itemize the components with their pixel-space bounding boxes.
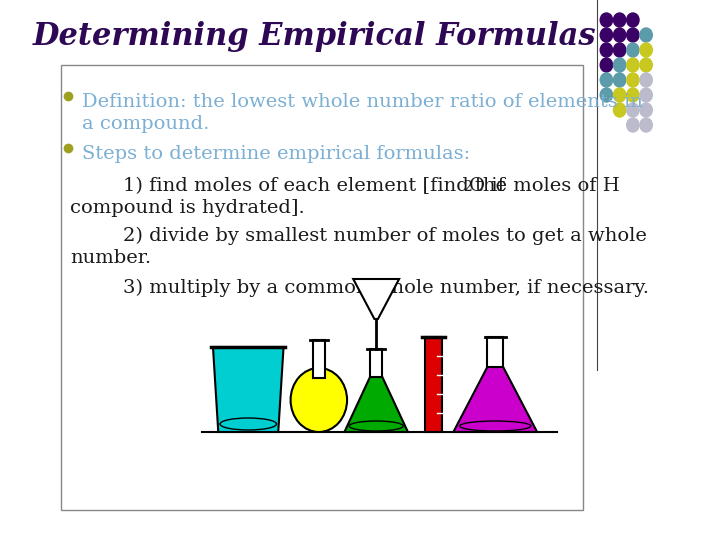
Text: Determining Empirical Formulas: Determining Empirical Formulas	[32, 22, 596, 52]
Circle shape	[600, 43, 613, 57]
Text: number.: number.	[70, 249, 151, 267]
Circle shape	[640, 43, 652, 57]
Circle shape	[291, 368, 347, 432]
Circle shape	[613, 13, 626, 27]
Text: 2) divide by smallest number of moles to get a whole: 2) divide by smallest number of moles to…	[99, 227, 647, 245]
Circle shape	[626, 118, 639, 132]
Text: Steps to determine empirical formulas:: Steps to determine empirical formulas:	[82, 145, 471, 163]
Text: 1) find moles of each element [find the moles of H: 1) find moles of each element [find the …	[99, 177, 620, 195]
Circle shape	[626, 28, 639, 42]
Text: Definition: the lowest whole number ratio of elements in: Definition: the lowest whole number rati…	[82, 93, 643, 111]
Circle shape	[613, 88, 626, 102]
Circle shape	[640, 118, 652, 132]
Text: 3) multiply by a common whole number, if necessary.: 3) multiply by a common whole number, if…	[99, 279, 649, 297]
Text: compound is hydrated].: compound is hydrated].	[70, 199, 305, 217]
Circle shape	[613, 58, 626, 72]
Circle shape	[640, 88, 652, 102]
Circle shape	[613, 28, 626, 42]
Circle shape	[600, 73, 613, 87]
Text: O if: O if	[469, 177, 505, 195]
Bar	[425, 337, 442, 432]
Polygon shape	[344, 377, 408, 432]
Text: 2: 2	[463, 180, 472, 194]
Circle shape	[640, 73, 652, 87]
Circle shape	[626, 43, 639, 57]
Circle shape	[626, 88, 639, 102]
Polygon shape	[354, 279, 399, 319]
Circle shape	[600, 88, 613, 102]
Polygon shape	[213, 347, 284, 432]
Circle shape	[626, 58, 639, 72]
FancyBboxPatch shape	[61, 65, 583, 510]
Circle shape	[626, 13, 639, 27]
Circle shape	[613, 43, 626, 57]
Circle shape	[626, 103, 639, 117]
Bar	[370, 349, 382, 377]
Circle shape	[613, 103, 626, 117]
Circle shape	[600, 58, 613, 72]
Circle shape	[600, 13, 613, 27]
Polygon shape	[454, 367, 537, 432]
Circle shape	[613, 73, 626, 87]
Circle shape	[626, 73, 639, 87]
Circle shape	[600, 28, 613, 42]
Bar	[312, 340, 325, 377]
Text: a compound.: a compound.	[82, 115, 210, 133]
Bar	[487, 337, 503, 367]
Circle shape	[640, 103, 652, 117]
Circle shape	[640, 28, 652, 42]
Circle shape	[640, 58, 652, 72]
